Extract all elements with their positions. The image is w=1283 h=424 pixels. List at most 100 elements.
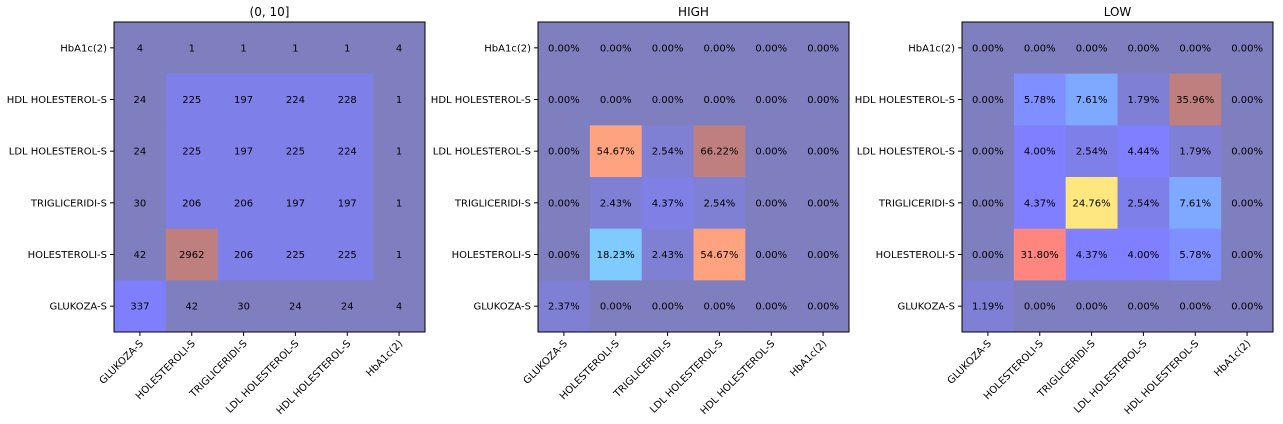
heatmap-cell (165, 228, 218, 281)
heatmap-cell (745, 73, 798, 126)
heatmap-cell (373, 280, 426, 333)
cell-value-label: 30 (134, 198, 147, 209)
heatmap-cell (693, 73, 746, 126)
heatmap-cell (538, 73, 591, 126)
y-tick-label: HOLESTEROLI-S (28, 250, 107, 261)
heatmap-cell (217, 280, 270, 333)
heatmap-cell (321, 125, 374, 178)
cell-value-label: 0.00% (704, 95, 736, 106)
heatmap-cell (269, 280, 322, 333)
heatmap-cell (589, 228, 642, 281)
cell-value-label: 4.37% (652, 198, 684, 209)
y-tick-label: LDL HOLESTEROL-S (433, 147, 531, 158)
heatmap-cell (693, 125, 746, 178)
plot-frame (961, 21, 1274, 333)
cell-value-label: 1 (189, 43, 195, 54)
cell-value-label: 0.00% (1231, 302, 1263, 313)
cell-value-label: 18.23% (597, 250, 635, 261)
heatmap-cell (217, 177, 270, 229)
heatmap-cell (373, 125, 426, 178)
cell-value-label: 0.00% (807, 250, 839, 261)
cell-value-label: 66.22% (700, 147, 738, 158)
heatmap-cell (745, 177, 798, 229)
x-tick-label: GLUKOZA-S (946, 338, 994, 386)
cell-value-label: 0.00% (755, 250, 787, 261)
cell-value-label: 1 (396, 95, 402, 106)
cell-value-label: 0.00% (1231, 43, 1263, 54)
cell-value-label: 24 (134, 95, 147, 106)
cell-value-label: 0.00% (652, 43, 684, 54)
heatmap-cell (745, 228, 798, 281)
cell-value-label: 2.54% (1076, 147, 1108, 158)
heatmap-cell (165, 73, 218, 126)
heatmap-cell (1117, 280, 1170, 333)
heatmap-cell (1013, 22, 1066, 74)
heatmap-cell (165, 22, 218, 74)
cell-value-label: 24 (341, 302, 354, 313)
heatmap-cell (373, 22, 426, 74)
y-tick-label: HDL HOLESTEROL-S (431, 95, 531, 106)
cell-value-label: 0.00% (807, 198, 839, 209)
x-tick-label: HbA1c(2) (788, 338, 829, 379)
cell-value-label: 42 (134, 250, 147, 261)
heatmap-cell (797, 280, 850, 333)
plot-frame (537, 21, 850, 333)
cell-value-label: 0.00% (1128, 43, 1160, 54)
cell-value-label: 337 (130, 302, 149, 313)
heatmap-cell (1065, 280, 1118, 333)
cell-value-label: 0.00% (600, 43, 632, 54)
y-tick-label: LDL HOLESTEROL-S (857, 147, 955, 158)
heatmap-cell (745, 22, 798, 74)
cell-value-label: 2.37% (548, 302, 580, 313)
cell-value-label: 0.00% (1024, 43, 1056, 54)
heatmap-cell (321, 177, 374, 229)
cell-value-label: 0.00% (755, 43, 787, 54)
heatmap-cell (589, 73, 642, 126)
heatmap-cell (1169, 280, 1222, 333)
heatmap-cell (745, 280, 798, 333)
heatmap-cell (114, 177, 167, 229)
cell-value-label: 0.00% (1128, 302, 1160, 313)
heatmap-cell (269, 73, 322, 126)
heatmap-cell (797, 177, 850, 229)
heatmap-cell (962, 22, 1015, 74)
heatmap-cell (1065, 177, 1118, 229)
cell-value-label: 0.00% (704, 43, 736, 54)
cell-value-label: 30 (237, 302, 250, 313)
heatmap-cell (962, 280, 1015, 333)
cell-value-label: 1 (344, 43, 350, 54)
cell-value-label: 4.37% (1076, 250, 1108, 261)
cell-value-label: 224 (286, 95, 305, 106)
y-tick-label: TRIGLICERIDI-S (878, 198, 955, 209)
heatmap-cell (321, 73, 374, 126)
cell-value-label: 0.00% (548, 147, 580, 158)
heatmap-cell (1117, 125, 1170, 178)
cell-value-label: 0.00% (755, 198, 787, 209)
cell-value-label: 1.79% (1128, 95, 1160, 106)
cell-value-label: 0.00% (807, 147, 839, 158)
heatmap-cell (1117, 22, 1170, 74)
cell-value-label: 0.00% (1231, 250, 1263, 261)
heatmap-cell (321, 228, 374, 281)
cell-value-label: 1.79% (1179, 147, 1211, 158)
heatmap-cell (797, 73, 850, 126)
cell-value-label: 1 (292, 43, 298, 54)
heatmap-cell (797, 22, 850, 74)
cell-value-label: 0.00% (1231, 147, 1263, 158)
cell-value-label: 0.00% (1179, 302, 1211, 313)
cell-value-label: 4.44% (1128, 147, 1160, 158)
cell-value-label: 1 (396, 147, 402, 158)
cell-value-label: 224 (338, 147, 357, 158)
cell-value-label: 42 (185, 302, 198, 313)
cell-value-label: 0.00% (704, 302, 736, 313)
heatmap-cell (1013, 73, 1066, 126)
heatmap-cell (1117, 73, 1170, 126)
cell-value-label: 5.78% (1024, 95, 1056, 106)
heatmap-cell (589, 280, 642, 333)
x-tick-label: GLUKOZA-S (98, 338, 146, 386)
x-tick-label: HbA1c(2) (364, 338, 405, 379)
cell-value-label: 5.78% (1179, 250, 1211, 261)
cell-value-label: 225 (182, 147, 201, 158)
heatmap-cell (693, 280, 746, 333)
